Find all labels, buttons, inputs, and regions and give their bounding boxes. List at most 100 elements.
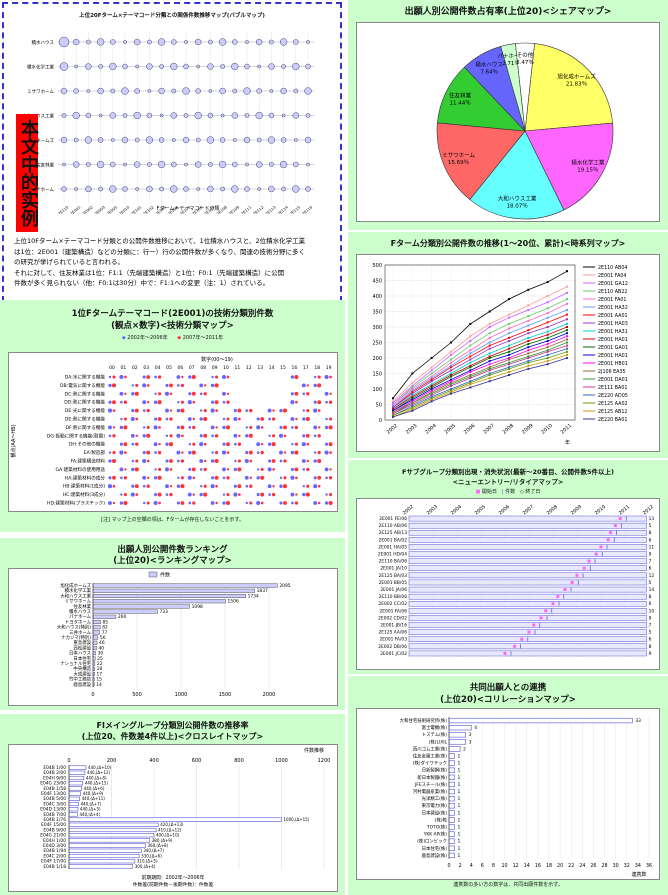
dotmatrix-late: [250, 477, 252, 479]
dotmatrix-late: [113, 409, 116, 412]
line-y-tick: 50: [376, 403, 382, 409]
dotmatrix-early: [165, 443, 168, 446]
line-point: [547, 326, 549, 328]
dotmatrix-early: [313, 409, 317, 413]
dotmatrix-early: [143, 502, 145, 504]
dotmatrix-early: [302, 468, 305, 471]
dotmatrix-late: [238, 493, 241, 496]
dotmatrix-late: [124, 476, 127, 479]
gantt-bar: [409, 644, 647, 649]
dotmatrix-early: [303, 409, 305, 411]
gantt-start: [614, 524, 617, 527]
dotmatrix-late: [329, 501, 333, 505]
gantt-count: 8: [649, 594, 652, 600]
dotmatrix-late: [283, 501, 287, 505]
line-point: [547, 343, 549, 345]
dotmatrix-early: [188, 493, 192, 497]
dotmatrix-late: [112, 383, 116, 387]
line-point: [508, 368, 510, 370]
gantt-legend-end: 終了日: [525, 489, 540, 495]
dotmatrix-early: [131, 409, 134, 412]
dotmatrix-late: [329, 442, 333, 446]
co-row-label: (株)LIXIL: [429, 738, 448, 745]
line-point: [547, 321, 549, 323]
cross-x-tick: 0: [67, 758, 70, 764]
dotmatrix-top-label: 数字(00～19): [201, 356, 233, 363]
dotmatrix-late: [192, 401, 195, 404]
line-point: [527, 289, 529, 291]
dotmatrix-late: [272, 409, 274, 411]
dotmatrix-late: [181, 451, 183, 453]
dotmatrix-late: [306, 409, 309, 412]
line-point: [527, 329, 529, 331]
gantt-row-label: 2E002 DB/06: [378, 644, 407, 650]
dotmatrix-late: [147, 409, 150, 412]
dotmatrix-early: [325, 443, 328, 446]
ranking-value: 17: [96, 671, 102, 677]
dotmatrix-early: [108, 484, 112, 488]
cross-xlabel: 件数推移: [304, 747, 324, 754]
cross-bar: [69, 854, 139, 858]
dotmatrix-late: [261, 443, 263, 445]
dotmatrix-late: [215, 434, 218, 437]
dotmatrix-late: [158, 451, 161, 454]
dotmatrix-early: [211, 425, 215, 429]
dotmatrix-late: [158, 392, 161, 395]
line-y-tick: 300: [372, 325, 382, 331]
dotmatrix-early: [142, 459, 146, 463]
line-point: [566, 298, 568, 300]
line-point: [489, 326, 491, 328]
dotmatrix-late: [135, 467, 139, 471]
dotmatrix-late: [260, 476, 264, 480]
dotmatrix-early: [291, 502, 294, 505]
cross-row-label: E04B 1/76: [43, 817, 66, 823]
line-point: [489, 342, 491, 344]
co-bar: [449, 846, 455, 851]
dotmatrix-late: [181, 384, 184, 387]
cross-panel: FIメイングループ分類別公開件数の推移率 (上位20、件数差4件以上)<クロスレ…: [0, 714, 345, 895]
gantt-row-label: 2E110 BA/06: [379, 559, 408, 565]
dotmatrix-panel: 1位Fタームテーマコード(2E001)の技術分類別件数 (観点×数字)<技術分類…: [0, 300, 345, 532]
dotmatrix-late: [135, 418, 138, 421]
cross-x-tick: 400: [149, 758, 159, 764]
dotmatrix-early: [245, 459, 249, 463]
line-point: [469, 366, 471, 368]
line-point: [450, 366, 452, 368]
dotmatrix-late: [227, 451, 230, 454]
line-point: [527, 320, 529, 322]
dotmatrix-late: [112, 400, 116, 404]
dotmatrix-late: [169, 434, 172, 437]
cross-bar: [69, 849, 141, 853]
ranking-title-2: (上位20)<ランキングマップ>: [0, 555, 345, 567]
dotmatrix-early: [211, 434, 214, 437]
dotmatrix-early: [108, 501, 112, 505]
cross-bar: [69, 766, 86, 770]
dotmatrix-late: [295, 476, 298, 479]
dotmatrix-late: [124, 417, 127, 420]
dotmatrix-early: [199, 459, 203, 463]
dotmatrix-col-label: 01: [121, 365, 127, 371]
line-point: [450, 376, 452, 378]
gantt-row-label: 2E001 BB/05: [379, 580, 408, 586]
pie-title: 出願人別公開件数占有率(上位20)<シェアマップ>: [348, 6, 668, 18]
line-point: [469, 355, 471, 357]
dotmatrix-early: [291, 375, 294, 378]
line-chart: 0501001502002503003504004505002002200320…: [357, 255, 659, 451]
co-bar: [449, 796, 455, 801]
cross-bar: [69, 833, 154, 837]
dotmatrix-early: [290, 400, 294, 404]
line-legend-label: 2E001 HA03: [598, 321, 628, 327]
dotmatrix-late: [124, 376, 127, 379]
cross-footer-1: 前期期間：2002年～2006年: [142, 874, 205, 881]
line-point: [431, 357, 433, 359]
cross-bar: [69, 844, 146, 848]
pie-slice-label: 住友林業: [449, 91, 472, 99]
ranking-category: ナカジマ(特別): [61, 634, 91, 641]
dotmatrix-early: [109, 376, 111, 378]
dotmatrix-late: [203, 493, 207, 497]
line-point: [508, 323, 510, 325]
dotmatrix-row-label: GA:建築材料の使用用途: [55, 466, 105, 473]
dotmatrix-late: [158, 468, 161, 471]
dotmatrix-early: [154, 376, 157, 379]
dotmatrix-late: [226, 476, 229, 479]
